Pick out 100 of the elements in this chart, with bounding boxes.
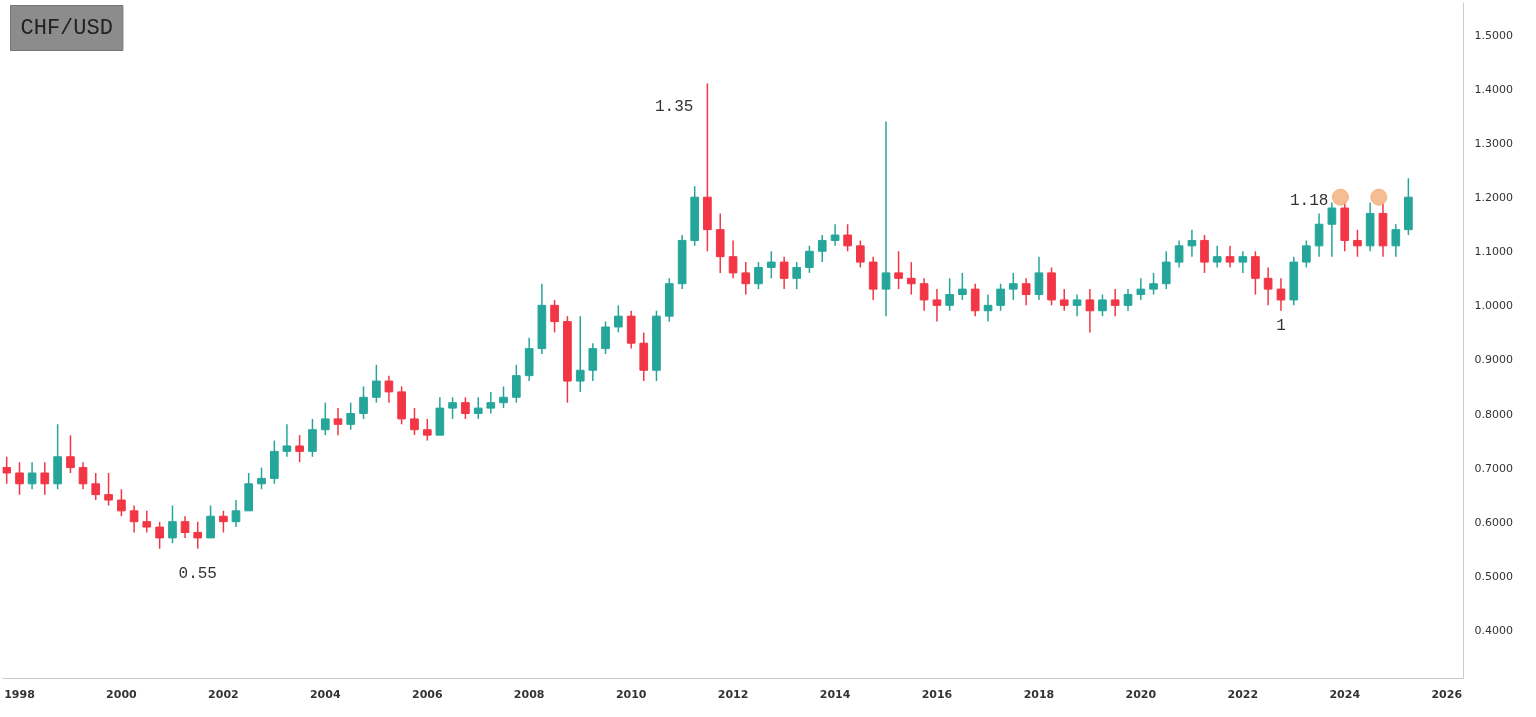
candlestick: [346, 401, 356, 431]
x-tick-label: 2012: [717, 687, 749, 701]
candlestick: [1212, 245, 1222, 269]
candlestick: [1327, 201, 1337, 258]
candlestick: [78, 461, 88, 490]
candlestick: [1034, 255, 1044, 301]
candlestick: [1225, 245, 1235, 269]
candlestick: [1263, 266, 1273, 307]
candlestick: [575, 315, 585, 393]
x-tick-label: 2002: [208, 687, 239, 701]
candlestick: [512, 364, 521, 404]
candlestick: [1314, 212, 1324, 258]
candlestick: [1136, 277, 1146, 301]
candlestick: [754, 261, 763, 290]
candlestick: [2, 456, 12, 485]
y-tick-label: 1.2000: [1474, 191, 1513, 205]
candlestick: [384, 374, 394, 404]
candlestick: [894, 250, 903, 290]
candlestick: [461, 396, 470, 420]
candlestick: [932, 288, 942, 323]
candlestick: [27, 461, 37, 490]
candlestick: [958, 272, 967, 301]
candlestick: [1123, 288, 1133, 312]
candlestick: [919, 277, 929, 312]
candlestick: [499, 385, 508, 409]
candlestick: [117, 488, 126, 518]
candlestick: [1238, 250, 1248, 274]
candlestick: [1149, 272, 1158, 296]
candlestick: [843, 223, 852, 253]
candlestick: [1391, 223, 1401, 258]
candlestick: [1072, 293, 1082, 317]
y-tick-label: 1.0000: [1474, 299, 1513, 313]
y-tick-label: 0.5000: [1474, 569, 1513, 583]
x-tick-label: 2024: [1329, 687, 1361, 701]
candlestick: [970, 282, 980, 317]
candlestick: [1021, 277, 1031, 307]
y-tick-label: 1.5000: [1474, 28, 1513, 42]
candlestick: [1200, 234, 1209, 274]
candlestick: [168, 504, 177, 545]
y-tick-label: 0.7000: [1474, 461, 1513, 475]
candlestick: [1353, 228, 1362, 258]
candlestick: [193, 520, 203, 550]
candlestick: [856, 239, 865, 269]
candlestick: [282, 423, 292, 458]
annotation: 0.55: [178, 564, 217, 583]
candlestick: [1276, 277, 1286, 312]
candlestick: [257, 466, 266, 490]
candlestick: [422, 418, 432, 442]
candlestick: [1187, 228, 1197, 258]
candlestick: [129, 504, 139, 534]
candlestick: [333, 407, 343, 436]
candlestick: [792, 261, 802, 290]
x-tick-label: 2004: [309, 687, 341, 701]
candlestick: [66, 434, 75, 474]
candlestick: [155, 520, 164, 550]
candlestick: [550, 299, 559, 334]
x-tick-label: 1998: [4, 687, 35, 701]
candlestick: [945, 277, 954, 312]
candlestick: [817, 234, 827, 263]
candlestick: [1110, 288, 1120, 317]
candlestick: [1098, 293, 1107, 317]
candlestick: [1251, 250, 1260, 296]
x-tick-label: 2016: [921, 687, 953, 701]
y-tick-label: 0.4000: [1474, 623, 1513, 637]
x-tick-label: 2010: [615, 687, 647, 701]
candlestick: [180, 515, 190, 539]
candlestick: [206, 504, 215, 539]
y-tick-label: 0.8000: [1474, 407, 1513, 421]
candlestick: [91, 472, 101, 501]
candlestick: [104, 472, 113, 507]
candlestick: [410, 407, 419, 436]
candlestick: [1174, 239, 1184, 269]
candlestick: [142, 510, 152, 534]
annotation: 1: [1276, 316, 1286, 335]
candlestick: [805, 245, 814, 274]
annotation: 1.35: [654, 98, 694, 117]
candlestick: [1059, 288, 1069, 312]
candlestick: [231, 499, 241, 528]
candlestick: [1302, 239, 1311, 269]
candlestick: [766, 250, 776, 280]
candlestick: [614, 304, 623, 334]
y-tick-label: 1.4000: [1474, 83, 1513, 97]
y-tick-label: 1.1000: [1474, 245, 1513, 259]
candlestick: [1085, 288, 1095, 334]
candlestick: [601, 320, 610, 355]
candlestick: [983, 293, 993, 323]
candlestick: [473, 396, 483, 420]
x-tick-label: 2014: [819, 687, 851, 701]
candlestick: [588, 342, 598, 382]
x-tick-label: 2006: [412, 687, 443, 701]
candlestick: [219, 510, 228, 534]
candlestick: [996, 282, 1005, 312]
candlestick: [308, 418, 317, 458]
candlestick: [359, 385, 368, 420]
candlestick: [15, 461, 24, 496]
candlestick: [1008, 272, 1018, 301]
x-tick-label: 2018: [1023, 687, 1055, 701]
candlestick: [906, 261, 916, 296]
x-tick-label: 2000: [106, 687, 138, 701]
candlestick: [448, 396, 457, 420]
